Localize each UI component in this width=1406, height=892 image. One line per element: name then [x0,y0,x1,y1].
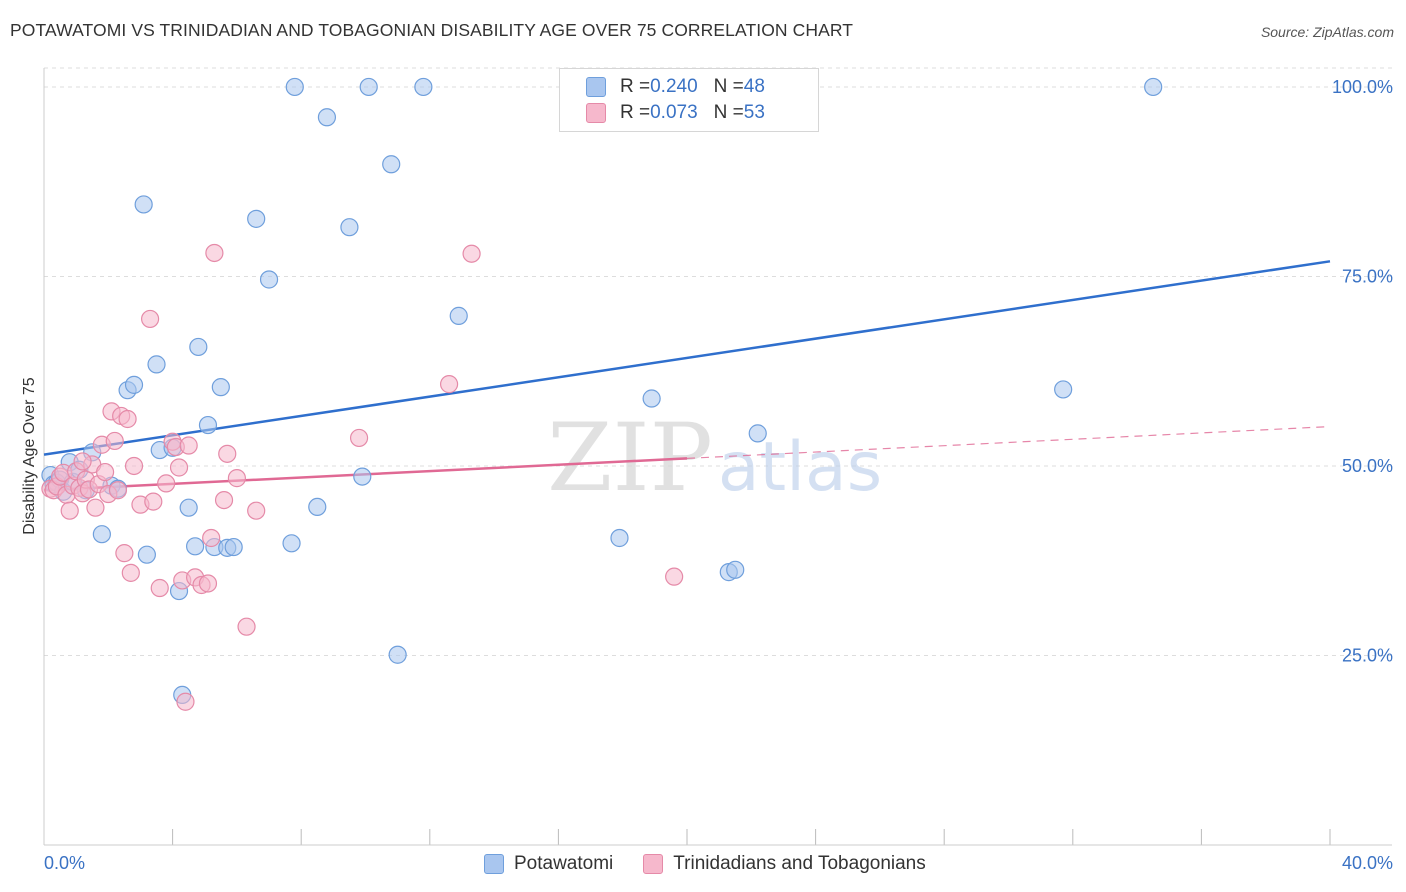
trinidadian-legend-swatch [643,854,664,874]
tick-labels: 25.0% 50.0% 75.0% 100.0% 0.0% 40.0% [44,77,1393,873]
potawatomi-point [285,77,304,97]
axes [43,68,1392,846]
stats-legend-row-trinidadian: R = 0.073 N = 53 [586,100,765,126]
n-value: 53 [743,102,765,123]
trinidadian-point [439,375,459,394]
trinidadian-point [86,498,105,517]
trinidadian-point [73,452,92,471]
y-tick-label: 50.0% [1342,456,1393,476]
potawatomi-point [224,537,243,557]
trinidadian-legend-label: Trinidadians and Tobagonians [673,853,926,874]
y-tick-label: 75.0% [1342,266,1393,286]
trinidadian-swatch [586,103,606,123]
potawatomi-point [1054,380,1073,399]
trinidadian-point [60,501,79,520]
y-tick-label: 25.0% [1342,645,1393,665]
potawatomi-point [748,424,767,443]
trinidadian-point [115,544,134,563]
potawatomi-point [610,528,629,548]
potawatomi-point [388,645,407,664]
trinidadian-point [665,567,684,586]
n-value: 48 [743,76,765,97]
potawatomi-point [382,155,401,174]
potawatomi-point [147,355,166,374]
potawatomi-point [726,560,745,579]
potawatomi-point [308,497,327,517]
trinidadian-point [237,617,256,636]
trinidadian-point [118,409,137,429]
trinidadian-point [140,309,160,329]
x-tick-label: 40.0% [1342,853,1393,873]
trinidadian-point [214,490,234,510]
potawatomi-point [179,498,198,517]
potawatomi-point [340,218,359,237]
potawatomi-point [186,537,205,556]
trinidadian-point [124,456,144,476]
potawatomi-point [1144,77,1163,97]
r-value: 0.073 [650,102,698,123]
potawatomi-point [134,195,153,214]
stats-legend-row-potawatomi: R = 0.240 N = 48 [586,74,765,100]
potawatomi-point [282,534,301,553]
potawatomi-point [137,545,156,564]
data-points [41,77,1163,711]
trinidadian-point [176,692,195,711]
trinidadian-point [150,578,169,598]
potawatomi-point [92,525,111,544]
potawatomi-point [211,378,230,397]
trinidadian-point [247,501,266,520]
source-credit: Source: ZipAtlas.com [1260,24,1394,40]
r-label: R = [620,102,651,123]
trinidadian-point [179,436,198,455]
potawatomi-point [642,389,661,408]
trinidadian-point [105,431,124,451]
trinidadian-point [157,474,176,493]
y-axis-label: Disability Age Over 75 [21,377,38,535]
r-label: R = [620,76,651,97]
trinidadian-point [95,462,115,482]
trinidadian-trend-extension [686,425,1331,459]
potawatomi-point [247,209,266,228]
potawatomi-point [359,77,378,97]
trinidadian-point [144,492,163,511]
potawatomi-legend-label: Potawatomi [514,853,614,874]
potawatomi-point [198,415,218,435]
trinidadian-point [205,243,224,263]
potawatomi-point [259,270,279,289]
potawatomi-point [353,467,372,486]
watermark-atlas: atlas [718,428,882,507]
trinidadian-point [108,481,128,500]
n-label: N = [713,76,744,97]
trinidadian-point [218,444,237,463]
potawatomi-legend-swatch [484,854,504,874]
trinidadian-point [198,574,218,593]
potawatomi-point [189,337,208,357]
potawatomi-trend-line [43,260,1331,456]
r-value: 0.240 [650,76,698,97]
chart-title: POTAWATOMI VS TRINIDADIAN AND TOBAGONIAN… [10,20,854,40]
trinidadian-point [202,528,221,548]
x-tick-label: 0.0% [44,853,85,873]
trinidadian-point [462,244,481,263]
trinidadian-point [349,428,369,448]
potawatomi-point [449,306,468,325]
potawatomi-point [124,375,144,394]
potawatomi-point [414,77,433,97]
trinidadian-point [121,563,140,582]
stats-legend: R = 0.240 N = 48 R = 0.073 N = 53 [559,68,819,132]
n-label: N = [713,102,744,123]
trinidadian-point [169,458,189,477]
trinidadian-point [227,469,246,488]
series-legend: Potawatomi Trinidadians and Tobagonians [484,852,926,876]
watermark: ZIP atlas [547,404,882,513]
y-tick-label: 100.0% [1332,77,1393,97]
potawatomi-swatch [586,77,606,97]
potawatomi-point [317,108,337,127]
